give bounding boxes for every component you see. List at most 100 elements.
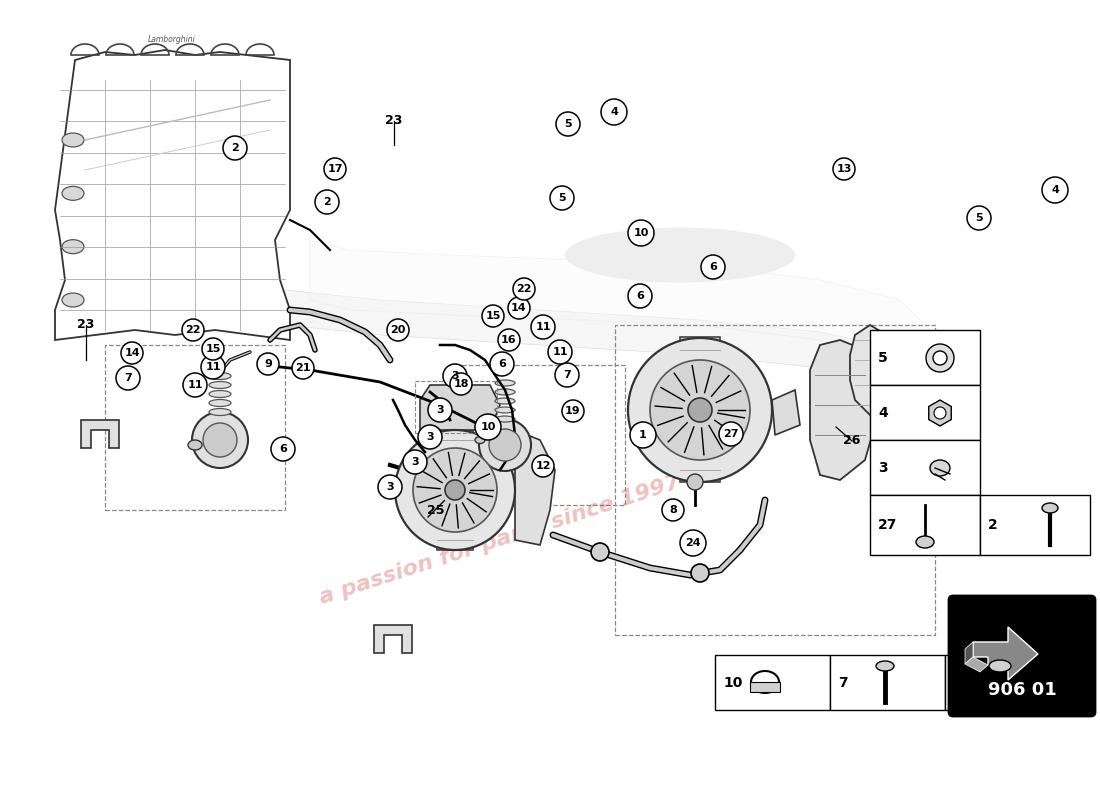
Polygon shape <box>310 240 930 380</box>
Bar <box>680 337 720 482</box>
Text: 14: 14 <box>124 348 140 358</box>
Text: 8: 8 <box>669 505 676 515</box>
Ellipse shape <box>62 133 84 147</box>
Text: 2: 2 <box>988 518 998 532</box>
Bar <box>460 365 625 505</box>
Text: 20: 20 <box>390 325 406 335</box>
Ellipse shape <box>495 416 515 422</box>
Circle shape <box>223 136 248 160</box>
Circle shape <box>701 255 725 279</box>
Text: 3: 3 <box>451 371 459 381</box>
Circle shape <box>508 297 530 319</box>
Ellipse shape <box>565 227 795 282</box>
Circle shape <box>121 342 143 364</box>
Circle shape <box>498 329 520 351</box>
Bar <box>870 385 980 440</box>
Circle shape <box>934 407 946 419</box>
Circle shape <box>680 530 706 556</box>
Circle shape <box>490 352 514 376</box>
Text: 11: 11 <box>536 322 551 332</box>
Text: 10: 10 <box>481 422 496 432</box>
Text: 3: 3 <box>386 482 394 492</box>
Text: 27: 27 <box>724 429 739 439</box>
Circle shape <box>662 499 684 521</box>
Bar <box>750 682 780 692</box>
Text: 19: 19 <box>565 406 581 416</box>
Polygon shape <box>55 50 290 340</box>
Text: 11: 11 <box>206 362 221 372</box>
Bar <box>104 345 285 510</box>
Circle shape <box>628 338 772 482</box>
Circle shape <box>443 364 468 388</box>
Circle shape <box>967 206 991 230</box>
Circle shape <box>691 564 710 582</box>
Polygon shape <box>928 400 952 426</box>
Ellipse shape <box>930 460 950 476</box>
Ellipse shape <box>209 382 231 389</box>
Polygon shape <box>772 390 800 435</box>
Ellipse shape <box>475 437 485 443</box>
Text: 24: 24 <box>685 538 701 548</box>
Text: Lamborghini: Lamborghini <box>148 35 196 45</box>
Text: 17: 17 <box>328 164 343 174</box>
Text: 3: 3 <box>878 461 888 475</box>
Polygon shape <box>974 627 1038 680</box>
Text: 10: 10 <box>634 228 649 238</box>
Text: 22: 22 <box>185 325 200 335</box>
Circle shape <box>478 419 531 471</box>
Ellipse shape <box>209 409 231 415</box>
Circle shape <box>192 412 248 468</box>
Text: 15: 15 <box>206 344 221 354</box>
Circle shape <box>628 284 652 308</box>
Bar <box>437 430 473 550</box>
Circle shape <box>1042 177 1068 203</box>
Circle shape <box>548 340 572 364</box>
Ellipse shape <box>495 380 515 386</box>
Text: 2: 2 <box>323 197 331 207</box>
Circle shape <box>324 158 346 180</box>
Circle shape <box>532 455 554 477</box>
Circle shape <box>556 112 580 136</box>
Text: 3: 3 <box>437 405 443 415</box>
Text: 7: 7 <box>563 370 571 380</box>
Ellipse shape <box>62 240 84 254</box>
Text: 23: 23 <box>77 318 95 331</box>
Ellipse shape <box>495 389 515 395</box>
Text: 3: 3 <box>411 457 419 467</box>
Text: 5: 5 <box>976 213 982 223</box>
Circle shape <box>591 543 609 561</box>
Text: 11: 11 <box>552 347 568 357</box>
Circle shape <box>183 373 207 397</box>
Polygon shape <box>374 625 412 653</box>
Circle shape <box>202 338 224 360</box>
Text: 16: 16 <box>502 335 517 345</box>
Ellipse shape <box>209 390 231 398</box>
Circle shape <box>833 158 855 180</box>
Bar <box>945 655 1060 710</box>
Circle shape <box>688 474 703 490</box>
Circle shape <box>315 190 339 214</box>
Ellipse shape <box>188 440 202 450</box>
Circle shape <box>628 220 654 246</box>
Polygon shape <box>850 325 910 430</box>
Text: 3: 3 <box>426 432 433 442</box>
Circle shape <box>926 344 954 372</box>
Bar <box>980 495 1090 555</box>
Circle shape <box>550 186 574 210</box>
Polygon shape <box>81 420 119 448</box>
Ellipse shape <box>916 536 934 548</box>
Text: 12: 12 <box>536 461 551 471</box>
Circle shape <box>490 429 521 461</box>
Text: 5: 5 <box>878 351 888 365</box>
Ellipse shape <box>62 186 84 200</box>
Circle shape <box>450 373 472 395</box>
Text: 4: 4 <box>1052 185 1059 195</box>
Bar <box>870 495 980 555</box>
Circle shape <box>531 315 556 339</box>
Text: a passion for parts since 1997: a passion for parts since 1997 <box>317 472 683 608</box>
Text: 2: 2 <box>231 143 239 153</box>
Text: 7: 7 <box>124 373 132 383</box>
Text: 23: 23 <box>385 114 403 127</box>
Circle shape <box>446 480 465 500</box>
Ellipse shape <box>989 660 1011 672</box>
